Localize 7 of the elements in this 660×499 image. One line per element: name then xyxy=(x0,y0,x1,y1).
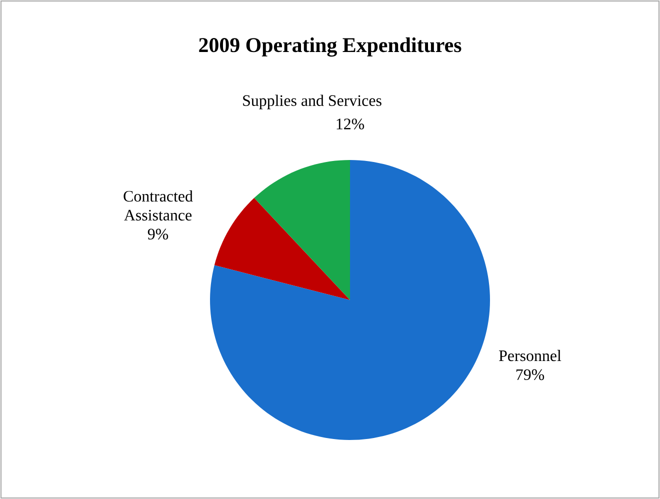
data-label: 79% xyxy=(516,369,544,380)
chart-title: 2009 Operating Expenditures xyxy=(199,37,462,57)
slice-label: Personnel xyxy=(499,350,562,362)
slice-label: Contracted Assistance xyxy=(124,190,193,221)
data-label: 12% xyxy=(336,118,364,130)
slice-label: Supplies and Services xyxy=(243,94,382,110)
data-label: 9% xyxy=(148,228,168,240)
